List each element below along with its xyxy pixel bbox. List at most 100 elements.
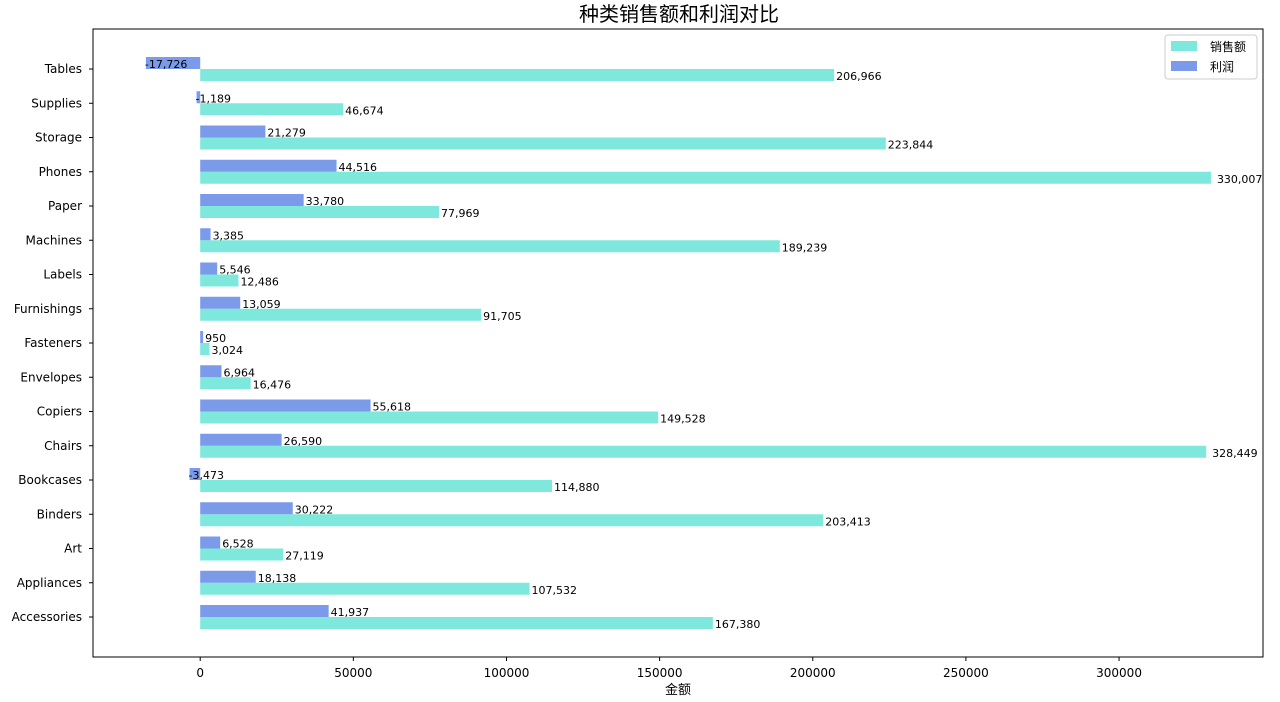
- profit-data-label: 33,780: [306, 195, 345, 208]
- sales-bar: [200, 445, 1207, 458]
- sales-bar: [200, 69, 835, 81]
- sales-data-label: 16,476: [253, 378, 292, 391]
- sales-data-label: 189,239: [782, 241, 828, 254]
- x-tick-label: 0: [196, 666, 204, 680]
- profit-data-label: 44,516: [339, 161, 378, 174]
- y-tick-label: Paper: [48, 199, 82, 213]
- legend: 销售额 利润: [1164, 34, 1258, 80]
- profit-bar: [200, 125, 266, 138]
- sales-bar: [200, 582, 530, 595]
- profit-data-label: -1,189: [196, 92, 231, 105]
- profit-data-label: 26,590: [284, 435, 323, 448]
- y-tick-label: Supplies: [31, 96, 82, 110]
- sales-bar: [200, 617, 713, 629]
- y-tick-label: Phones: [39, 165, 82, 179]
- profit-data-label: 18,138: [258, 572, 297, 585]
- plot-area-frame: [92, 28, 1264, 658]
- y-tick-label: Art: [64, 542, 82, 556]
- sales-bar: [200, 137, 886, 150]
- sales-data-label: 46,674: [345, 104, 384, 117]
- sales-data-label: 107,532: [532, 584, 578, 597]
- y-tick-label: Copiers: [37, 405, 82, 419]
- y-tick-label: Furnishings: [14, 302, 82, 316]
- sales-bar: [200, 240, 780, 253]
- sales-bar: [200, 411, 659, 424]
- profit-data-label: 950: [205, 332, 226, 345]
- profit-data-label: 21,279: [267, 127, 306, 140]
- sales-data-label: 223,844: [888, 139, 934, 152]
- profit-data-label: 5,546: [219, 264, 251, 277]
- sales-data-label: 330,007: [1217, 173, 1263, 186]
- y-tick-label: Bookcases: [18, 473, 82, 487]
- sales-bar: [200, 343, 210, 355]
- x-tick-label: 200000: [790, 666, 836, 680]
- x-tick-label: 300000: [1096, 666, 1142, 680]
- y-tick-label: Storage: [35, 131, 82, 145]
- profit-data-label: 13,059: [242, 298, 281, 311]
- profit-data-label: 55,618: [373, 401, 412, 414]
- profit-bar: [200, 365, 222, 378]
- sales-data-label: 203,413: [825, 515, 871, 528]
- sales-data-label: 3,024: [211, 344, 243, 357]
- y-tick-label: Appliances: [17, 576, 82, 590]
- x-tick-label: 250000: [943, 666, 989, 680]
- profit-bar: [200, 570, 256, 583]
- sales-bar: [200, 548, 284, 561]
- profit-bar: [200, 605, 329, 617]
- profit-bar: [145, 57, 201, 69]
- chart-title: 种类销售额和利润对比: [579, 2, 779, 26]
- y-tick-label: Chairs: [44, 439, 82, 453]
- profit-data-label: 3,385: [213, 229, 245, 242]
- sales-bar: [200, 480, 553, 492]
- profit-bar: [200, 296, 241, 309]
- profit-bar: [200, 433, 282, 446]
- sales-data-label: 114,880: [554, 481, 600, 494]
- sales-data-label: 328,449: [1212, 447, 1258, 460]
- sales-data-label: 27,119: [285, 550, 324, 563]
- profit-bar: [189, 468, 201, 480]
- profit-data-label: -17,726: [145, 58, 187, 71]
- legend-swatch-sales: [1171, 41, 1197, 51]
- profit-data-label: -3,473: [189, 469, 224, 482]
- profit-bar: [200, 159, 337, 172]
- x-tick-label: 50000: [334, 666, 372, 680]
- bars-layer: 167,380 41,937 107,532 18,138 27,119 6,528 203…: [145, 57, 1263, 631]
- profit-bar: [196, 91, 201, 104]
- y-tick-label: Accessories: [12, 610, 82, 624]
- x-axis-label: 金额: [665, 682, 691, 697]
- sales-bar: [200, 377, 251, 390]
- sales-bar: [200, 514, 824, 527]
- y-tick-label: Binders: [37, 507, 82, 521]
- profit-bar: [200, 502, 293, 515]
- x-tick-label: 100000: [484, 666, 530, 680]
- sales-data-label: 206,966: [836, 70, 882, 83]
- sales-bar: [200, 206, 440, 218]
- profit-data-label: 41,937: [331, 606, 370, 619]
- legend-label-profit: 利润: [1210, 60, 1234, 74]
- y-tick-label: Envelopes: [20, 370, 82, 384]
- y-tick-label: Labels: [43, 268, 82, 282]
- profit-bar: [200, 536, 221, 549]
- profit-bar: [200, 262, 218, 275]
- x-tick-label: 150000: [637, 666, 683, 680]
- sales-bar: [200, 308, 482, 321]
- sales-bar: [200, 171, 1211, 184]
- profit-bar: [200, 194, 304, 206]
- sales-data-label: 77,969: [441, 207, 480, 220]
- profit-bar: [200, 331, 204, 343]
- legend-label-sales: 销售额: [1210, 39, 1246, 54]
- legend-swatch-profit: [1171, 61, 1197, 71]
- sales-data-label: 149,528: [660, 413, 706, 426]
- y-tick-label: Machines: [26, 233, 82, 247]
- profit-bar: [200, 399, 371, 412]
- profit-data-label: 6,528: [222, 538, 254, 551]
- ticks-layer: Accessories Appliances Art Binders Bookcases…: [12, 62, 1142, 680]
- sales-data-label: 91,705: [483, 310, 521, 323]
- profit-data-label: 6,964: [224, 366, 256, 379]
- y-tick-label: Fasteners: [24, 336, 82, 350]
- profit-bar: [200, 228, 211, 241]
- profit-data-label: 30,222: [295, 503, 334, 516]
- y-tick-label: Tables: [44, 62, 82, 76]
